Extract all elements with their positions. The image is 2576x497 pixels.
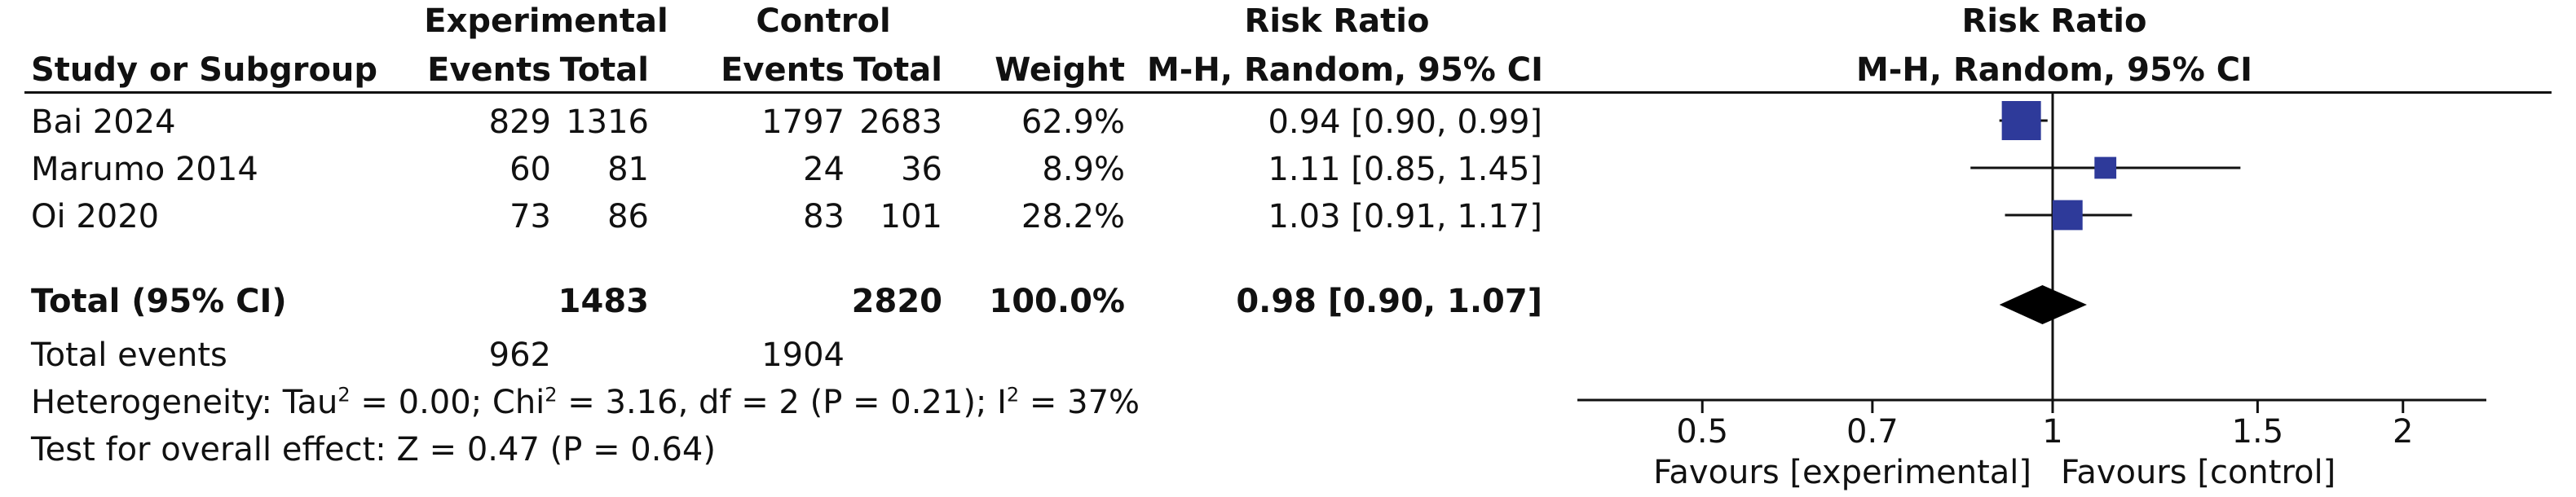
ctl-total: 2683: [859, 103, 942, 141]
heterogeneity-prefix: Heterogeneity: Tau: [31, 384, 338, 421]
exp-events: 829: [488, 103, 551, 141]
risk-ratio-header: Risk Ratio: [1244, 2, 1430, 40]
study-name: Oi 2020: [31, 198, 160, 235]
x-axis-tick-label: 2: [2393, 413, 2413, 451]
superscript: 2: [337, 383, 351, 407]
study-weight: 28.2%: [1021, 198, 1125, 235]
heterogeneity-text: Heterogeneity: Tau2 = 0.00; Chi2 = 3.16,…: [31, 383, 1140, 422]
study-name: Bai 2024: [31, 103, 176, 141]
total-label: Total (95% CI): [31, 283, 287, 320]
header-rule: [24, 91, 2552, 94]
x-axis-tick-label: 0.7: [1846, 413, 1899, 451]
exp-total: 81: [607, 151, 649, 188]
ctl-total: 101: [880, 198, 942, 235]
plot-title: Risk Ratio: [1961, 2, 2147, 40]
method-header: M-H, Random, 95% CI: [1146, 51, 1544, 89]
exp-total-header: Total: [559, 51, 649, 89]
superscript: 2: [545, 383, 558, 407]
exp-total: 86: [607, 198, 649, 235]
study-ci: 1.03 [0.91, 1.17]: [1268, 198, 1542, 235]
study-weight: 62.9%: [1021, 103, 1125, 141]
study-ci: 1.11 [0.85, 1.45]: [1268, 151, 1542, 188]
ctl-total: 36: [901, 151, 942, 188]
ctl-events: 1797: [761, 103, 845, 141]
superscript: 2: [1006, 383, 1020, 407]
x-axis-tick-label: 0.5: [1676, 413, 1728, 451]
study-marker: [2094, 156, 2117, 179]
ctl-events: 24: [803, 151, 845, 188]
control-group-header: Control: [756, 2, 891, 40]
exp-events-header: Events: [427, 51, 551, 89]
heterogeneity-i2: = 37%: [1019, 384, 1140, 421]
total-ci: 0.98 [0.90, 1.07]: [1236, 283, 1542, 320]
study-marker: [2052, 200, 2083, 231]
study-weight: 8.9%: [1042, 151, 1125, 188]
pooled-diamond: [1999, 285, 2087, 324]
weight-header: Weight: [995, 51, 1125, 89]
ctl-events-header: Events: [721, 51, 845, 89]
study-marker: [2001, 101, 2041, 140]
exp-events: 60: [509, 151, 551, 188]
ctl-events: 83: [803, 198, 845, 235]
total-events-exp: 962: [488, 336, 551, 374]
heterogeneity-tau: = 0.00; Chi: [350, 384, 545, 421]
exp-total: 1316: [566, 103, 649, 141]
total-events-label: Total events: [31, 336, 227, 374]
study-ci: 0.94 [0.90, 0.99]: [1268, 103, 1542, 141]
total-exp-total: 1483: [558, 283, 649, 320]
favours-control-label: Favours [control]: [2061, 454, 2336, 491]
experimental-group-header: Experimental: [424, 2, 668, 40]
total-weight: 100.0%: [989, 283, 1125, 320]
total-ctl-total: 2820: [851, 283, 942, 320]
x-axis-tick-label: 1.5: [2232, 413, 2284, 451]
heterogeneity-chi: = 3.16, df = 2 (P = 0.21); I: [557, 384, 1007, 421]
study-name: Marumo 2014: [31, 151, 258, 188]
plot-method-header: M-H, Random, 95% CI: [1855, 51, 2253, 89]
study-column-header: Study or Subgroup: [31, 51, 378, 89]
exp-events: 73: [509, 198, 551, 235]
total-events-ctl: 1904: [761, 336, 845, 374]
favours-experimental-label: Favours [experimental]: [1653, 454, 2031, 491]
x-axis-tick-label: 1: [2042, 413, 2062, 451]
overall-effect-text: Test for overall effect: Z = 0.47 (P = 0…: [31, 431, 716, 468]
ctl-total-header: Total: [853, 51, 942, 89]
